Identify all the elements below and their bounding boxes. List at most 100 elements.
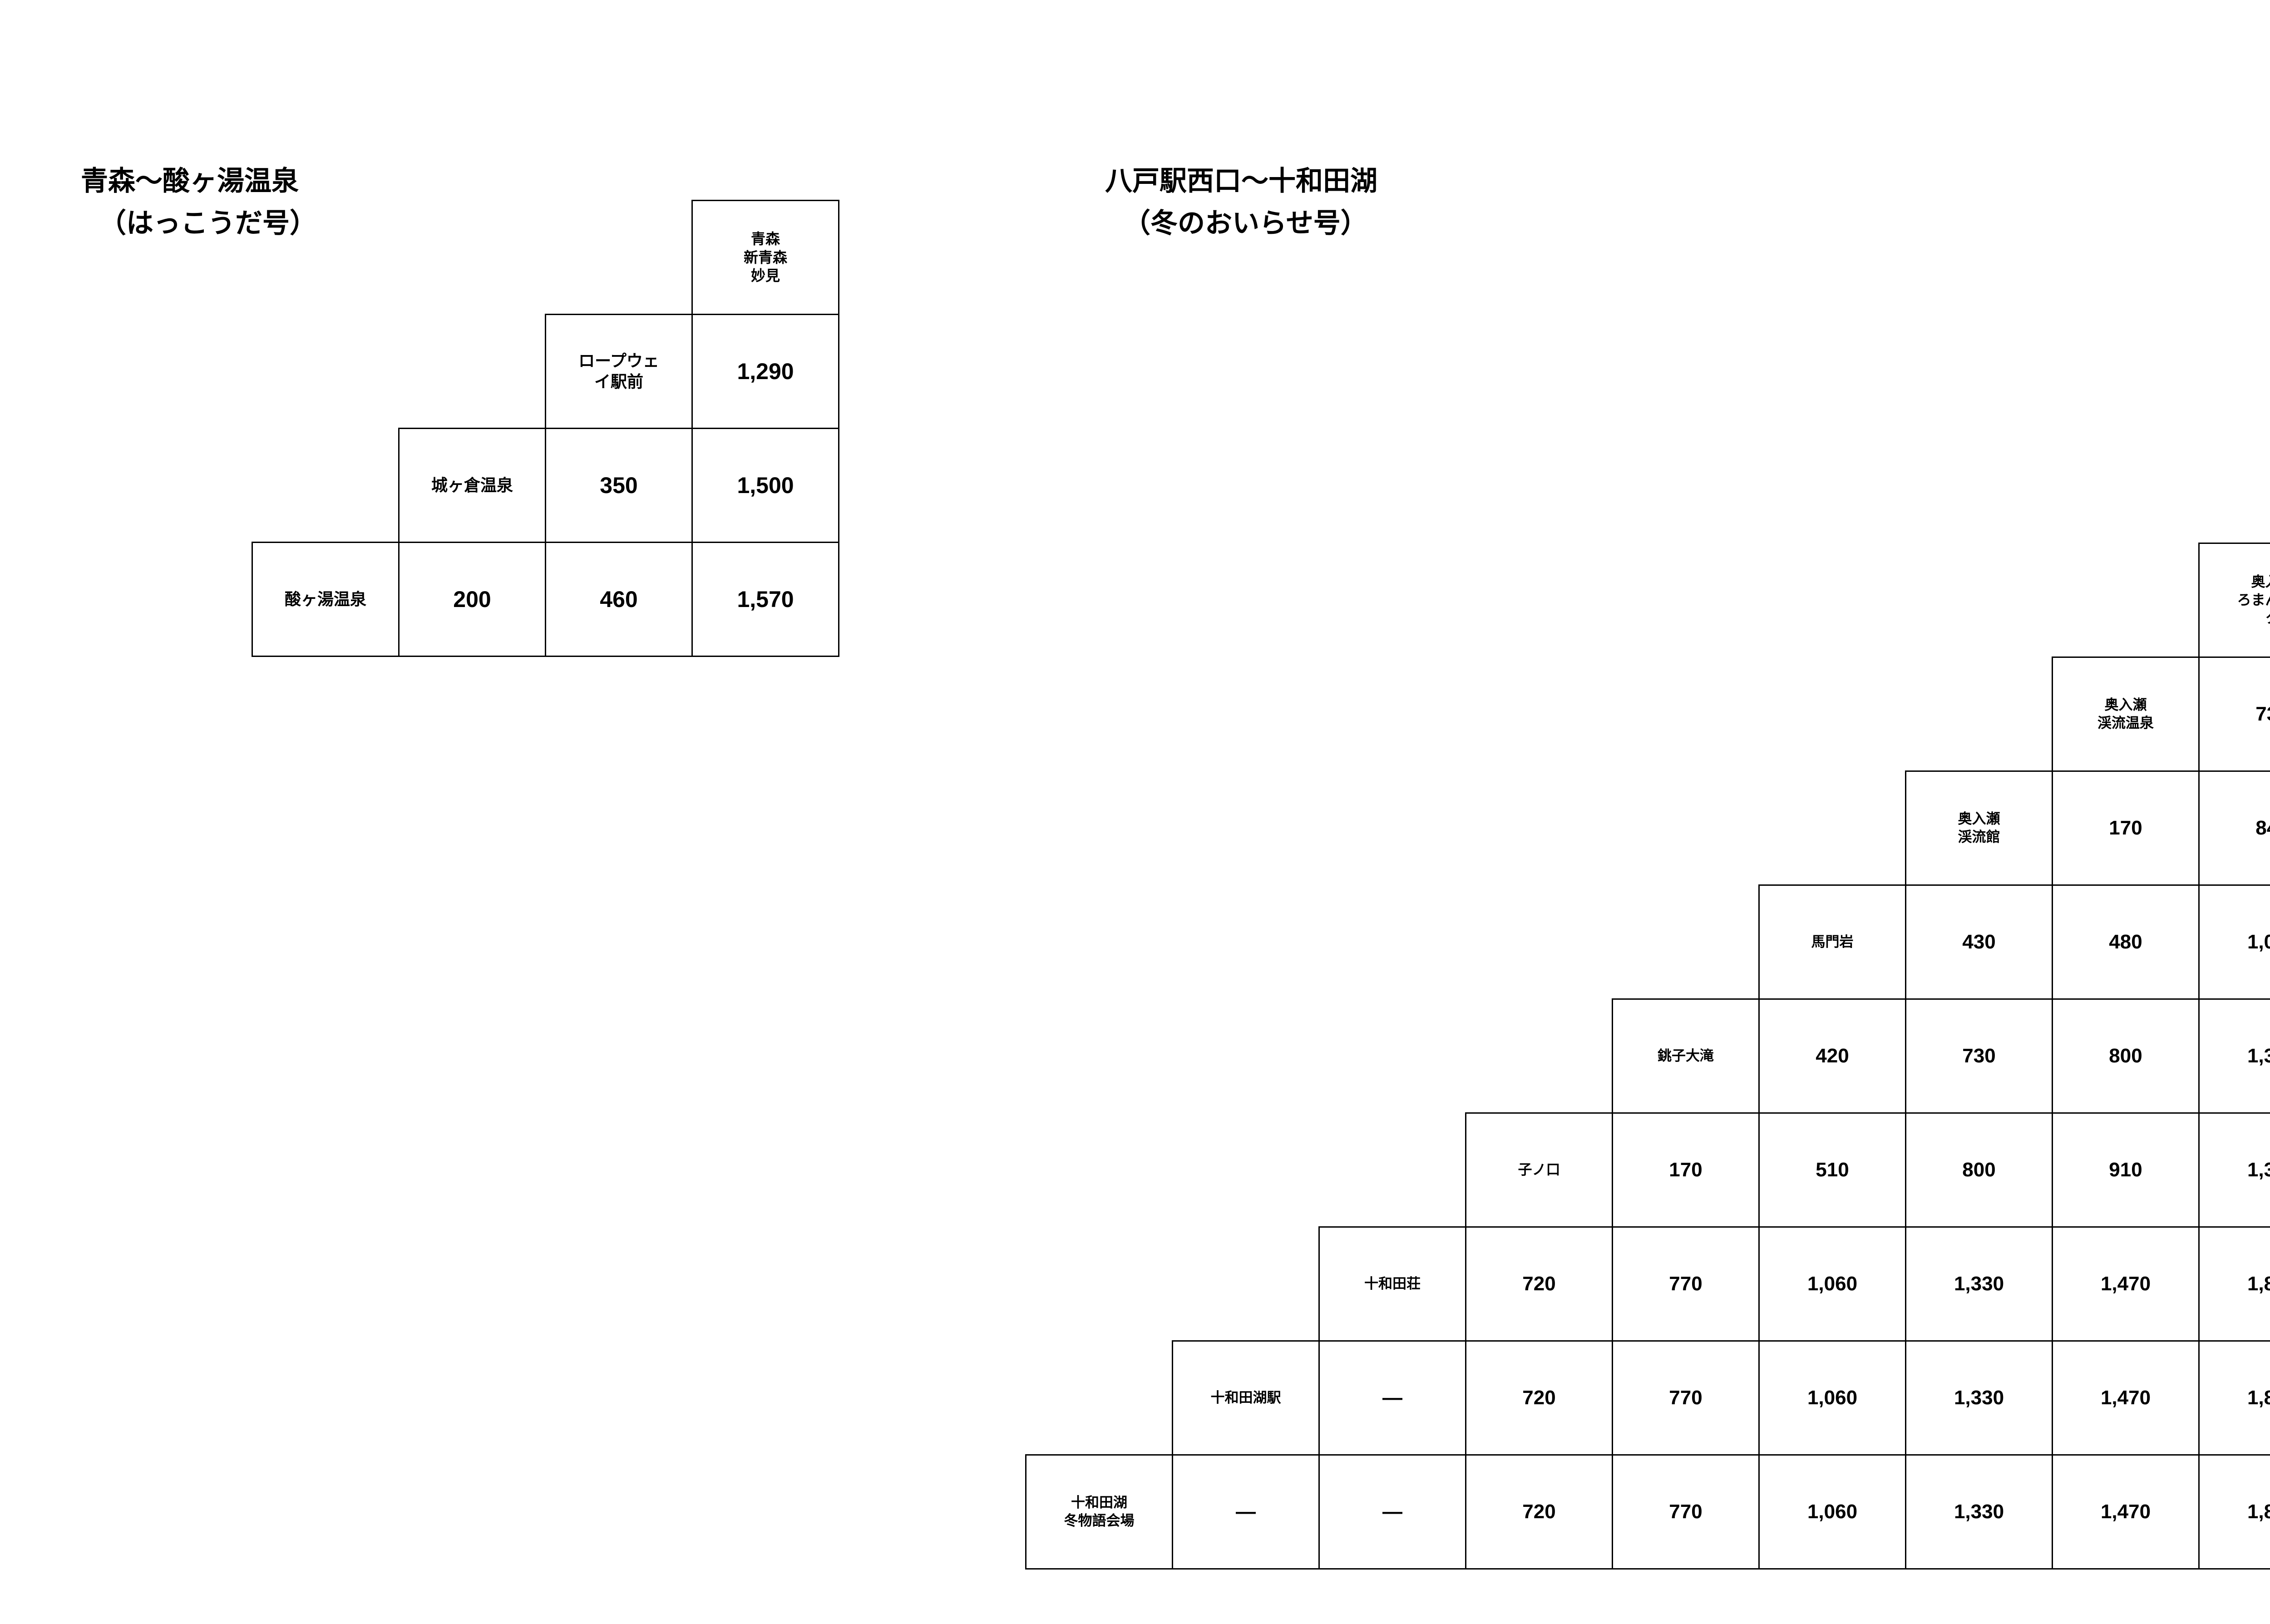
station-header-towadako-fuyumonogatari[interactable]: 十和田湖 冬物語会場 [1025,1454,1173,1570]
spacer-cell [1026,657,1173,771]
fare-cell[interactable]: 730 [1905,998,2053,1114]
fare-cell[interactable]: 170 [2052,770,2200,886]
fare-table-1-title: 青森〜酸ヶ湯温泉 （はっこうだ号） [81,160,317,244]
table-row: 城ヶ倉温泉 350 1,500 [252,428,839,543]
spacer-cell [1173,429,1319,543]
fare-cell[interactable]: 1,330 [1905,1226,2053,1342]
station-header-oirase-keiryu-onsen[interactable]: 奥入瀬 渓流温泉 [2052,657,2200,772]
spacer-cell [1759,316,1906,429]
spacer-cell [1026,771,1173,885]
fare-cell[interactable]: 1,330 [1905,1340,2053,1456]
spacer-cell [2199,202,2270,316]
fare-cell[interactable]: 510 [1758,1112,1906,1228]
fare-cell[interactable]: 1,800 [2198,1340,2270,1456]
station-header-majoiwa[interactable]: 馬門岩 [1758,884,1906,1000]
spacer-cell [546,201,692,315]
fare-cell[interactable]: 430 [1905,884,2053,1000]
spacer-cell [1173,999,1319,1113]
fare-cell[interactable]: 800 [2052,998,2200,1114]
spacer-cell [1613,657,1759,771]
fare-cell[interactable]: 1,290 [691,314,839,429]
spacer-cell [2053,202,2199,316]
fare-cell[interactable]: 170 [1612,1112,1760,1228]
table-row: 銚子大滝 420 730 800 1,330 1,800 1,800 2,600 [1026,998,2270,1114]
fare-cell[interactable]: 200 [398,542,546,657]
spacer-cell [399,201,546,315]
fare-cell[interactable]: 910 [2052,1112,2200,1228]
fare-cell[interactable]: 1,470 [2052,1454,2200,1570]
fare-table-2-title-line-1: 八戸駅西口〜十和田湖 [1105,166,1377,196]
fare-cell[interactable]: 720 [1465,1226,1613,1342]
fare-cell[interactable]: 1,080 [2198,884,2270,1000]
table-row: 十和田市 まちなか 交通広場 1,330 [1026,316,2270,429]
fare-cell[interactable]: 1,330 [1905,1454,2053,1570]
spacer-cell [1173,543,1319,657]
station-name-line: 新青森 [743,249,787,266]
station-header-jogakura[interactable]: 城ヶ倉温泉 [398,428,546,543]
fare-cell[interactable]: 460 [545,542,693,657]
fare-cell[interactable]: 480 [2052,884,2200,1000]
spacer-cell [1466,543,1613,657]
fare-cell[interactable]: 770 [1612,1226,1760,1342]
fare-cell[interactable]: 770 [1612,1340,1760,1456]
spacer-cell [252,429,399,543]
fare-cell-unavailable[interactable]: — [1318,1340,1466,1456]
station-header-ropeway[interactable]: ロープウェ イ駅前 [545,314,693,429]
spacer-cell [1319,202,1466,316]
fare-cell[interactable]: 1,800 [2198,1454,2270,1570]
fare-cell[interactable]: 770 [1612,1454,1760,1570]
station-header-choshi-otaki[interactable]: 銚子大滝 [1612,998,1760,1114]
spacer-cell [1173,316,1319,429]
fare-cell[interactable]: 1,330 [2198,1112,2270,1228]
table-row: 奥入瀬 渓流温泉 730 1,210 1,210 2,270 [1026,657,2270,772]
spacer-cell [1026,1113,1173,1227]
station-header-aomori[interactable]: 青森 新青森 妙見 [691,200,839,315]
fare-cell-unavailable[interactable]: — [1172,1454,1320,1570]
table-row: 子ノ口 170 510 800 910 1,330 1,800 1,800 2,… [1026,1112,2270,1228]
spacer-cell [1026,999,1173,1113]
fare-cell[interactable]: 350 [545,428,693,543]
table-row: 奥入瀬 渓流館 170 840 1,330 1,330 2,270 [1026,770,2270,886]
table-row: 十和田湖駅 — 720 770 1,060 1,330 1,470 1,800 … [1026,1340,2270,1456]
fare-cell[interactable]: 420 [1758,998,1906,1114]
station-header-nenokuchi[interactable]: 子ノ口 [1465,1112,1613,1228]
fare-cell[interactable]: 1,060 [1758,1340,1906,1456]
fare-table-1-title-line-2: （はっこうだ号） [99,208,317,238]
spacer-cell [2053,429,2199,543]
station-name-line: イ駅前 [594,372,643,391]
station-header-oirase-keiryukan[interactable]: 奥入瀬 渓流館 [1905,770,2053,886]
fare-cell[interactable]: 1,330 [2198,998,2270,1114]
station-name-line: 渓流館 [1958,829,2000,845]
fare-cell[interactable]: 800 [1905,1112,2053,1228]
fare-cell[interactable]: 1,060 [1758,1226,1906,1342]
station-name-line: 奥入瀬 [2251,574,2270,590]
fare-cell[interactable]: 1,060 [1758,1454,1906,1570]
fare-cell[interactable]: 1,470 [2052,1340,2200,1456]
fare-table-2-title-line-2: （冬のおいらせ号） [1123,208,1368,238]
fare-cell[interactable]: 1,800 [2198,1226,2270,1342]
fare-table-2-title: 八戸駅西口〜十和田湖 （冬のおいらせ号） [1105,160,1377,244]
station-header-sukayu[interactable]: 酸ヶ湯温泉 [252,542,400,657]
fare-cell[interactable]: 720 [1465,1340,1613,1456]
fare-cell[interactable]: 730 [2198,657,2270,772]
spacer-cell [2053,543,2199,657]
table-row: 十和田荘 720 770 1,060 1,330 1,470 1,800 2,1… [1026,1226,2270,1342]
spacer-cell [1466,657,1613,771]
station-header-towadaso[interactable]: 十和田荘 [1318,1226,1466,1342]
station-header-oirase-roman-park[interactable]: 奥入瀬 ろまんパー ク [2198,543,2270,658]
fare-cell[interactable]: 1,470 [2052,1226,2200,1342]
fare-cell[interactable]: 1,570 [691,542,839,657]
fare-cell[interactable]: 1,500 [691,428,839,543]
fare-cell-unavailable[interactable]: — [1318,1454,1466,1570]
spacer-cell [252,201,399,315]
spacer-cell [1319,1113,1466,1227]
station-header-towadako-eki[interactable]: 十和田湖駅 [1172,1340,1320,1456]
spacer-cell [1319,771,1466,885]
spacer-cell [1026,543,1173,657]
table-row: 八戸駅西口 [1026,202,2270,316]
spacer-cell [1613,202,1759,316]
spacer-cell [1466,202,1613,316]
table-row: 奥入瀬 ろまんパー ク 600 600 1,800 [1026,543,2270,658]
fare-cell[interactable]: 720 [1465,1454,1613,1570]
fare-cell[interactable]: 840 [2198,770,2270,886]
